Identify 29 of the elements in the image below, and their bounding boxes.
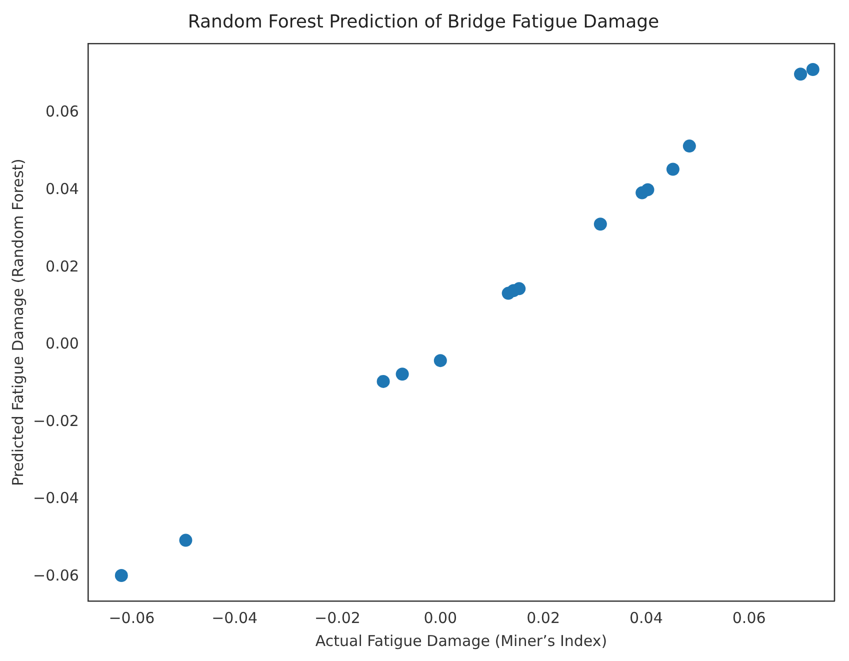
x-axis-title: Actual Fatigue Damage (Miner’s Index) [315, 632, 608, 650]
x-tick-label: −0.06 [108, 608, 155, 627]
y-tick-label: 0.02 [46, 257, 79, 276]
point [594, 218, 607, 231]
x-tick-label: 0.00 [424, 608, 458, 627]
point [794, 68, 808, 81]
point [179, 534, 192, 547]
x-tick-label: 0.06 [732, 608, 766, 627]
y-tick-label: 0.06 [46, 102, 79, 121]
y-tick-label: −0.02 [33, 412, 79, 430]
point [666, 162, 680, 176]
y-tick-label: −0.04 [33, 489, 79, 508]
x-tick-label: 0.04 [629, 608, 663, 627]
point [512, 282, 526, 296]
point [641, 183, 654, 196]
y-tick-label: 0.04 [46, 180, 79, 198]
point [806, 63, 820, 76]
point [682, 140, 696, 153]
y-tick-label: −0.06 [33, 566, 79, 585]
x-tick-label: −0.04 [212, 608, 258, 627]
point [396, 368, 409, 381]
point [434, 354, 447, 368]
chart-title: Random Forest Prediction of Bridge Fatigue Damage [188, 11, 660, 32]
x-tick-label: 0.02 [526, 608, 560, 627]
point [114, 568, 128, 582]
point [376, 374, 390, 388]
y-axis-title: Predicted Fatigue Damage (Random Forest) [8, 158, 27, 486]
x-tick-label: −0.02 [314, 608, 360, 627]
y-tick-label: 0.00 [46, 334, 79, 353]
